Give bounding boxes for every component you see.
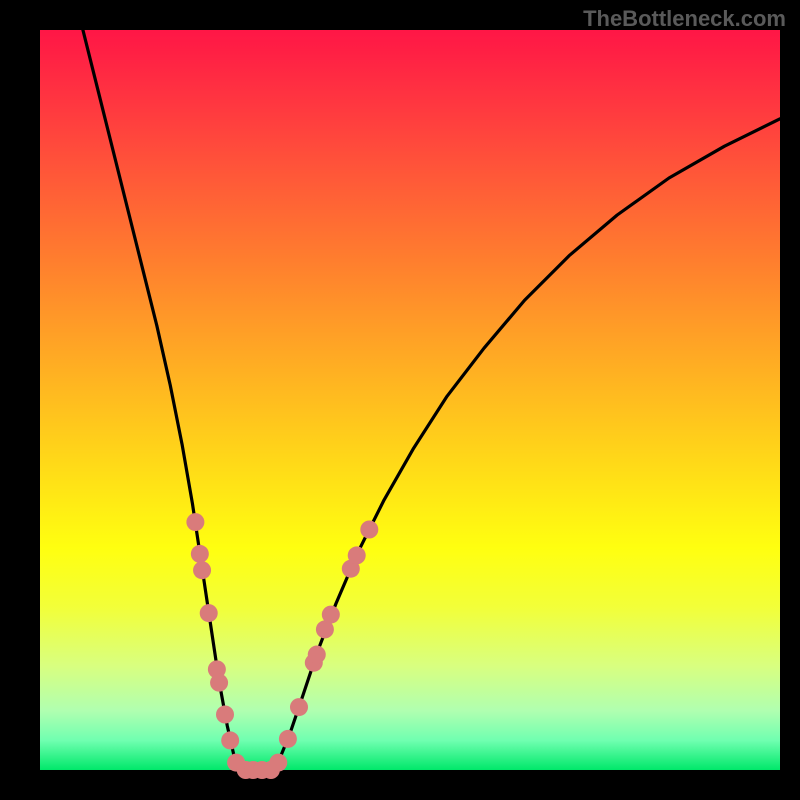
watermark-text: TheBottleneck.com [583, 6, 786, 32]
data-point [221, 731, 239, 749]
data-point [290, 698, 308, 716]
data-point [200, 604, 218, 622]
plot-gradient-bg [40, 30, 780, 770]
data-point [193, 561, 211, 579]
data-point [322, 606, 340, 624]
plot-outer-frame [0, 0, 800, 800]
data-point [210, 674, 228, 692]
data-point [216, 706, 234, 724]
data-point [191, 545, 209, 563]
data-point [308, 646, 326, 664]
data-point [360, 521, 378, 539]
chart-root: TheBottleneck.com [0, 0, 800, 800]
data-point [269, 754, 287, 772]
data-point [279, 730, 297, 748]
data-point [348, 546, 366, 564]
data-point [186, 513, 204, 531]
plot-svg [0, 0, 800, 800]
